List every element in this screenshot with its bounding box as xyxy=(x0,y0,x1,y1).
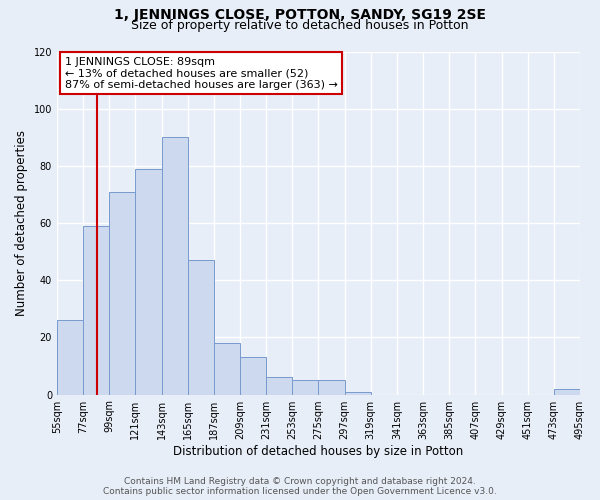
Text: Size of property relative to detached houses in Potton: Size of property relative to detached ho… xyxy=(131,18,469,32)
Bar xyxy=(554,389,580,394)
X-axis label: Distribution of detached houses by size in Potton: Distribution of detached houses by size … xyxy=(173,444,464,458)
Bar xyxy=(57,320,83,394)
Bar xyxy=(319,380,344,394)
Bar xyxy=(161,138,188,394)
Text: 1, JENNINGS CLOSE, POTTON, SANDY, SG19 2SE: 1, JENNINGS CLOSE, POTTON, SANDY, SG19 2… xyxy=(114,8,486,22)
Bar xyxy=(344,392,371,394)
Bar xyxy=(292,380,319,394)
Bar xyxy=(109,192,136,394)
Bar xyxy=(136,168,161,394)
Bar xyxy=(188,260,214,394)
Bar xyxy=(83,226,109,394)
Bar xyxy=(240,358,266,395)
Text: Contains HM Land Registry data © Crown copyright and database right 2024.
Contai: Contains HM Land Registry data © Crown c… xyxy=(103,476,497,496)
Text: 1 JENNINGS CLOSE: 89sqm
← 13% of detached houses are smaller (52)
87% of semi-de: 1 JENNINGS CLOSE: 89sqm ← 13% of detache… xyxy=(65,56,338,90)
Y-axis label: Number of detached properties: Number of detached properties xyxy=(15,130,28,316)
Bar xyxy=(214,343,240,394)
Bar xyxy=(266,378,292,394)
